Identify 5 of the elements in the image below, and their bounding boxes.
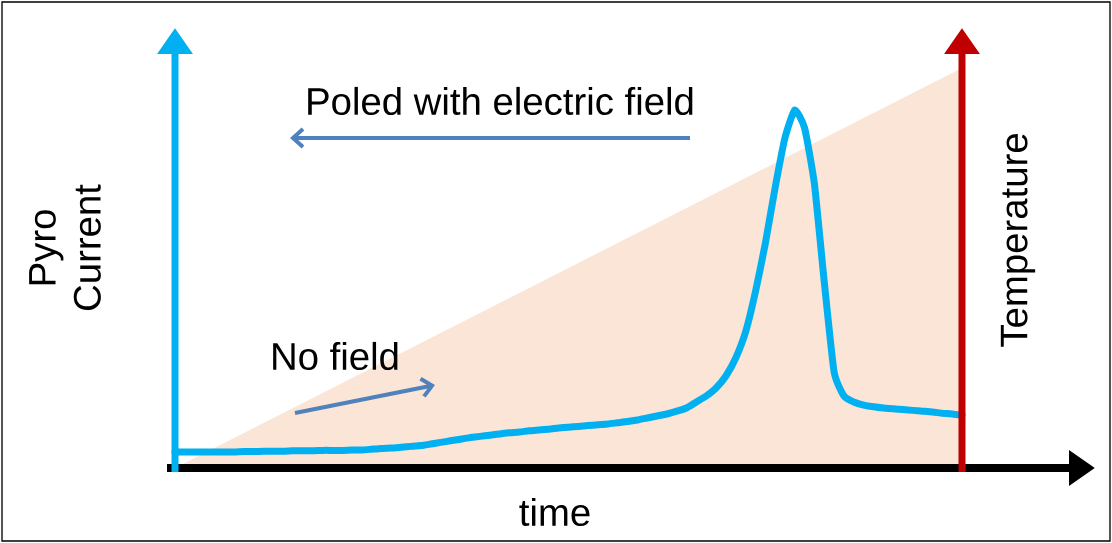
annotation: No field [273,341,398,371]
x-axis-title: time [519,497,590,527]
annotation: Poled with electric field [308,86,693,116]
y-axis-title: Pyro Current [29,184,101,310]
y2-axis-title: Temperature [1000,134,1036,347]
